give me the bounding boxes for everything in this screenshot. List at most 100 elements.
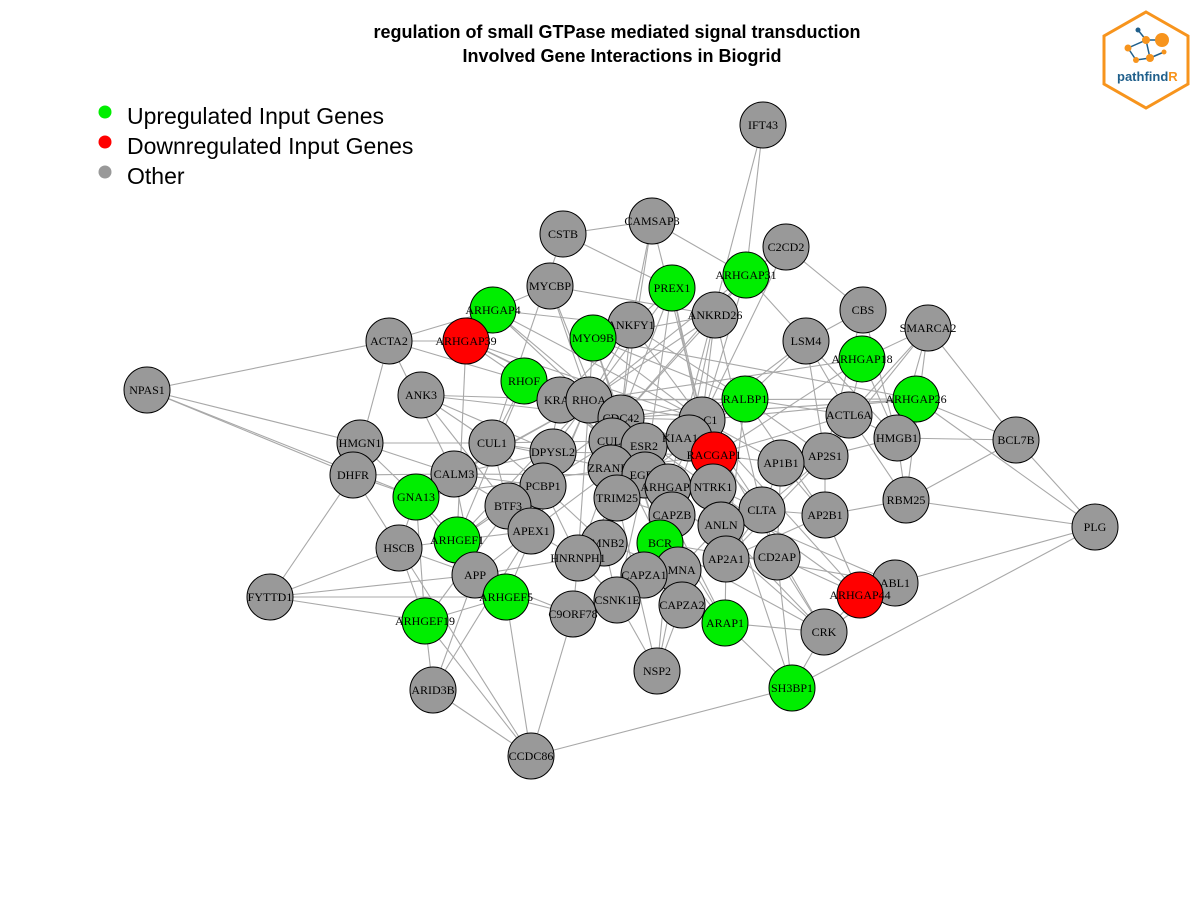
gene-node: HMGB1 <box>873 414 921 462</box>
gene-node-circle <box>633 647 681 695</box>
gene-node-label: ANKRD26 <box>688 308 743 322</box>
edge <box>424 620 532 757</box>
gene-node-label: FYTTD1 <box>248 590 293 604</box>
gene-node: NPAS1 <box>123 366 171 414</box>
gene-node-label: ARHGEF1 <box>430 533 484 547</box>
gene-node: ANKRD26 <box>688 291 743 339</box>
gene-node: NSP2 <box>633 647 681 695</box>
gene-node-circle <box>839 286 887 334</box>
gene-node-label: CRK <box>812 625 837 639</box>
gene-node-label: ARAP1 <box>706 616 744 630</box>
gene-node-label: PLG <box>1084 520 1107 534</box>
gene-node: CAMSAP3 <box>624 197 680 245</box>
gene-node: CD2AP <box>753 533 801 581</box>
gene-node-label: BCR <box>648 536 672 550</box>
gene-node-circle <box>691 291 739 339</box>
gene-node-label: PREX1 <box>654 281 691 295</box>
gene-node-circle <box>757 439 805 487</box>
gene-node-circle <box>442 317 490 365</box>
gene-node: AP2S1 <box>801 432 849 480</box>
gene-node-circle <box>721 375 769 423</box>
gene-node-label: GNA13 <box>397 490 435 504</box>
gene-node-label: AP2A1 <box>708 552 744 566</box>
gene-node-label: RBM25 <box>887 493 926 507</box>
gene-node: BCL7B <box>992 416 1040 464</box>
gene-node: CLTA <box>738 486 786 534</box>
gene-node: AP2B1 <box>801 491 849 539</box>
gene-node: CBS <box>839 286 887 334</box>
edge <box>146 389 361 444</box>
gene-node-label: HSCB <box>383 541 414 555</box>
gene-node-circle <box>409 666 457 714</box>
gene-node-label: ARHGAP44 <box>829 588 890 602</box>
legend-marker-up <box>98 105 112 119</box>
gene-node-label: DHFR <box>337 468 369 482</box>
gene-node-label: HMGN1 <box>339 436 382 450</box>
gene-node-circle <box>904 304 952 352</box>
gene-node-label: RALBP1 <box>723 392 768 406</box>
edge <box>927 327 1017 441</box>
gene-node-circle <box>593 474 641 522</box>
logo-wordmark: pathfindR <box>1117 69 1178 84</box>
gene-node: CSTB <box>539 210 587 258</box>
gene-node-label: CSNK1E <box>594 593 639 607</box>
gene-node-circle <box>753 533 801 581</box>
gene-node: HNRNPH1 <box>550 534 606 582</box>
gene-node: CCDC86 <box>507 732 555 780</box>
pathfindr-logo: pathfindR <box>1102 10 1190 110</box>
edge <box>588 358 863 401</box>
gene-node-circle <box>554 534 602 582</box>
gene-node-label: CD2AP <box>758 550 796 564</box>
gene-node: CRK <box>800 608 848 656</box>
gene-node: HSCB <box>375 524 423 572</box>
gene-node-circle <box>782 317 830 365</box>
gene-node: IFT43 <box>739 101 787 149</box>
gene-node: ARHGAP18 <box>831 335 893 383</box>
gene-node-label: CAPZA2 <box>659 598 704 612</box>
gene-node: TRIM25 <box>593 474 641 522</box>
legend-label-down: Downregulated Input Genes <box>127 133 413 159</box>
gene-node-circle <box>123 366 171 414</box>
gene-node-circle <box>873 414 921 462</box>
gene-node-circle <box>801 491 849 539</box>
edge <box>915 398 1096 528</box>
edge <box>456 399 590 541</box>
gene-node-circle <box>392 473 440 521</box>
gene-node: LSM4 <box>782 317 830 365</box>
gene-node: ANK3 <box>397 371 445 419</box>
gene-node-label: CCDC86 <box>509 749 554 763</box>
gene-node-label: APEX1 <box>512 524 549 538</box>
edge <box>492 309 703 421</box>
gene-node-circle <box>569 314 617 362</box>
gene-node: ABL1 <box>871 559 919 607</box>
gene-node-circle <box>401 597 449 645</box>
gene-node-label: ARHGAP26 <box>885 392 946 406</box>
logo-hexagon <box>1102 10 1190 110</box>
edge <box>269 596 426 622</box>
gene-node: APEX1 <box>507 507 555 555</box>
gene-node-circle <box>882 476 930 524</box>
gene-node-circle <box>482 573 530 621</box>
gene-node-label: ARHGAP18 <box>831 352 892 366</box>
gene-node-circle <box>628 197 676 245</box>
gene-node-circle <box>526 262 574 310</box>
gene-node: ARHGAP39 <box>435 317 497 365</box>
gene-node-label: ANLN <box>704 518 738 532</box>
legend-marker-down <box>98 135 112 149</box>
gene-node-label: APP <box>464 568 486 582</box>
gene-node-label: CAMSAP3 <box>624 214 679 228</box>
gene-node: ARID3B <box>409 666 457 714</box>
gene-node-label: ARHGAP31 <box>715 268 776 282</box>
logo-text-main: pathfind <box>1117 69 1168 84</box>
gene-node-label: RHOF <box>508 374 540 388</box>
gene-node-label: CUL3 <box>597 434 627 448</box>
gene-node: CAPZA2 <box>658 581 706 629</box>
gene-node-label: NSP2 <box>643 664 671 678</box>
gene-node-label: CAPZA1 <box>621 568 666 582</box>
gene-node: CALM3 <box>430 450 478 498</box>
gene-node-label: CBS <box>852 303 875 317</box>
gene-node-label: ARHGEF19 <box>395 614 455 628</box>
gene-node: PCBP1 <box>519 462 567 510</box>
gene-node-circle <box>507 732 555 780</box>
